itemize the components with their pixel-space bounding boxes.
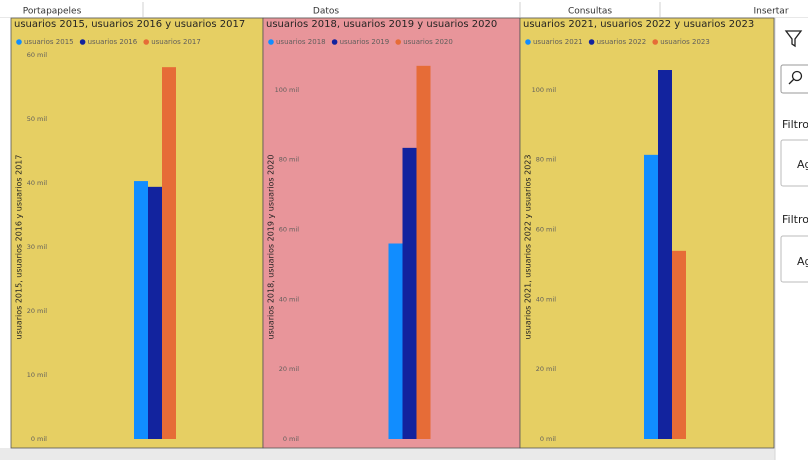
y-tick-label: 0 mil bbox=[31, 435, 47, 443]
search-box[interactable] bbox=[780, 64, 808, 94]
filter-title: Filtro bbox=[782, 213, 808, 226]
y-tick-label: 100 mil bbox=[275, 86, 300, 94]
filter-field[interactable]: Ag bbox=[797, 255, 808, 268]
chart: usuarios 2015, usuarios 2016 y usuarios … bbox=[10, 17, 264, 449]
legend-marker bbox=[79, 39, 86, 45]
filter-card[interactable] bbox=[780, 139, 808, 187]
legend-marker bbox=[268, 39, 274, 45]
ribbon-group[interactable]: Insertar bbox=[753, 7, 788, 17]
y-tick-label: 40 mil bbox=[536, 295, 556, 303]
y-tick-label: 0 mil bbox=[283, 435, 299, 443]
bar bbox=[162, 67, 176, 439]
legend-label: usuarios 2017 bbox=[151, 38, 201, 46]
search-icon bbox=[788, 78, 795, 85]
y-tick-label: 60 mil bbox=[536, 226, 556, 234]
legend-label: usuarios 2022 bbox=[597, 38, 647, 46]
y-tick-label: 40 mil bbox=[27, 179, 47, 187]
legend-label: usuarios 2016 bbox=[88, 38, 138, 46]
ribbon-group[interactable]: Consultas bbox=[568, 7, 612, 17]
legend-marker bbox=[395, 39, 402, 45]
y-tick-label: 30 mil bbox=[27, 243, 47, 251]
legend-label: usuarios 2015 bbox=[24, 38, 74, 46]
bar bbox=[388, 243, 403, 439]
y-tick-label: 10 mil bbox=[27, 371, 47, 379]
bar bbox=[672, 250, 686, 439]
y-tick-label: 80 mil bbox=[536, 156, 556, 164]
legend-marker bbox=[331, 39, 338, 45]
y-tick-label: 20 mil bbox=[279, 365, 299, 373]
filter-card[interactable] bbox=[780, 235, 808, 283]
filter-title: Filtro bbox=[782, 118, 808, 131]
bar bbox=[148, 186, 162, 439]
bar bbox=[658, 70, 672, 439]
ribbon bbox=[0, 0, 808, 18]
legend-label: usuarios 2018 bbox=[276, 38, 326, 46]
y-tick-label: 100 mil bbox=[532, 86, 557, 94]
legend-marker bbox=[525, 39, 531, 45]
status-area bbox=[0, 448, 775, 460]
chart: usuarios 2018, usuarios 2019 y usuarios … bbox=[262, 17, 521, 449]
chart-title: usuarios 2021, usuarios 2022 y usuarios … bbox=[523, 19, 754, 30]
filter-icon[interactable] bbox=[784, 30, 803, 48]
y-tick-label: 80 mil bbox=[279, 156, 299, 164]
legend-label: usuarios 2023 bbox=[660, 38, 710, 46]
y-tick-label: 20 mil bbox=[27, 307, 47, 315]
legend-marker bbox=[16, 39, 22, 45]
legend-marker bbox=[143, 39, 150, 45]
canvas-margin bbox=[0, 18, 11, 448]
y-tick-label: 0 mil bbox=[540, 435, 556, 443]
y-axis-title: usuarios 2021, usuarios 2022 y usuarios … bbox=[524, 155, 533, 340]
filter-field[interactable]: Ag bbox=[797, 158, 808, 171]
legend-marker bbox=[652, 39, 659, 45]
y-tick-label: 40 mil bbox=[279, 295, 299, 303]
search-icon bbox=[791, 70, 803, 82]
legend-label: usuarios 2021 bbox=[533, 38, 583, 46]
y-tick-label: 60 mil bbox=[27, 51, 47, 59]
ribbon-group[interactable]: Datos bbox=[313, 7, 339, 17]
chart-title: usuarios 2018, usuarios 2019 y usuarios … bbox=[266, 19, 497, 30]
y-tick-label: 20 mil bbox=[536, 365, 556, 373]
y-tick-label: 60 mil bbox=[279, 226, 299, 234]
legend-label: usuarios 2020 bbox=[403, 38, 453, 46]
bar bbox=[416, 65, 431, 440]
chart-title: usuarios 2015, usuarios 2016 y usuarios … bbox=[14, 19, 245, 30]
legend-marker bbox=[588, 39, 595, 45]
chart: usuarios 2021, usuarios 2022 y usuarios … bbox=[519, 17, 775, 449]
bar bbox=[402, 147, 417, 439]
bar bbox=[644, 154, 658, 439]
legend-label: usuarios 2019 bbox=[340, 38, 390, 46]
y-tick-label: 50 mil bbox=[27, 115, 47, 123]
bar bbox=[134, 181, 148, 439]
y-axis-title: usuarios 2018, usuarios 2019 y usuarios … bbox=[267, 155, 276, 340]
y-axis-title: usuarios 2015, usuarios 2016 y usuarios … bbox=[15, 155, 24, 340]
ribbon-group[interactable]: Portapapeles bbox=[23, 7, 82, 17]
